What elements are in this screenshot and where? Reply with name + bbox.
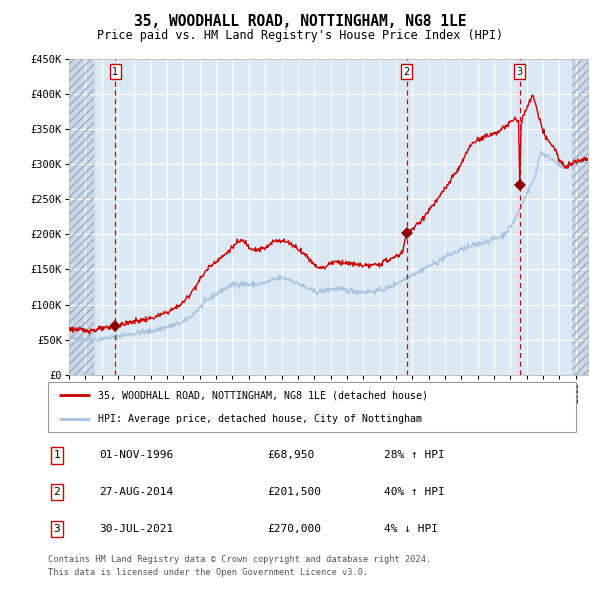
Text: 3: 3 xyxy=(53,524,61,533)
Text: 01-NOV-1996: 01-NOV-1996 xyxy=(99,451,173,460)
Text: 1: 1 xyxy=(53,451,61,460)
Bar xyxy=(69,59,94,375)
Text: 35, WOODHALL ROAD, NOTTINGHAM, NG8 1LE: 35, WOODHALL ROAD, NOTTINGHAM, NG8 1LE xyxy=(134,14,466,30)
Text: 3: 3 xyxy=(517,67,523,77)
Bar xyxy=(572,59,588,375)
Bar xyxy=(69,59,94,375)
Text: 30-JUL-2021: 30-JUL-2021 xyxy=(99,524,173,533)
Text: £201,500: £201,500 xyxy=(267,487,321,497)
Text: Contains HM Land Registry data © Crown copyright and database right 2024.: Contains HM Land Registry data © Crown c… xyxy=(48,555,431,564)
Text: £68,950: £68,950 xyxy=(267,451,314,460)
Text: 28% ↑ HPI: 28% ↑ HPI xyxy=(384,451,445,460)
Text: 27-AUG-2014: 27-AUG-2014 xyxy=(99,487,173,497)
Text: 4% ↓ HPI: 4% ↓ HPI xyxy=(384,524,438,533)
Text: Price paid vs. HM Land Registry's House Price Index (HPI): Price paid vs. HM Land Registry's House … xyxy=(97,29,503,42)
FancyBboxPatch shape xyxy=(48,382,576,432)
Text: 35, WOODHALL ROAD, NOTTINGHAM, NG8 1LE (detached house): 35, WOODHALL ROAD, NOTTINGHAM, NG8 1LE (… xyxy=(98,390,428,400)
Text: £270,000: £270,000 xyxy=(267,524,321,533)
Text: 2: 2 xyxy=(403,67,410,77)
Text: This data is licensed under the Open Government Licence v3.0.: This data is licensed under the Open Gov… xyxy=(48,568,368,577)
Bar xyxy=(572,59,588,375)
Text: HPI: Average price, detached house, City of Nottingham: HPI: Average price, detached house, City… xyxy=(98,414,422,424)
Text: 2: 2 xyxy=(53,487,61,497)
Text: 1: 1 xyxy=(112,67,118,77)
Text: 40% ↑ HPI: 40% ↑ HPI xyxy=(384,487,445,497)
